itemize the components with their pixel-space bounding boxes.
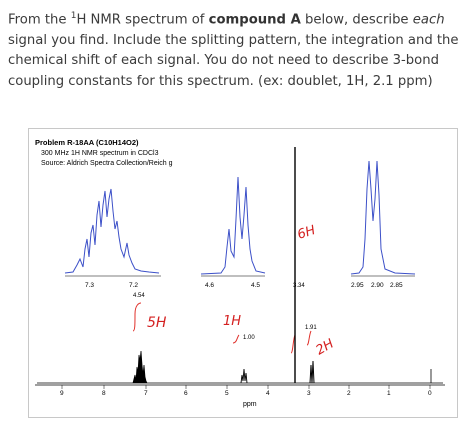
svg-text:1: 1 xyxy=(387,390,391,397)
svg-text:2.90: 2.90 xyxy=(371,282,384,289)
svg-text:3: 3 xyxy=(307,390,311,397)
nmr-spectrum-graphic: Problem R-18AA (C10H14O2) 300 MHz 1H NMR… xyxy=(35,138,445,408)
svg-text:4.5: 4.5 xyxy=(251,282,260,289)
inset-triplet: 2.95 2.90 2.85 xyxy=(350,160,416,289)
question-text: From the 1H NMR spectrum of compound A b… xyxy=(8,11,459,89)
inset-aromatic: 7.3 7.2 xyxy=(64,188,161,289)
nmr-figure: Problem R-18AA (C10H14O2) 300 MHz 1H NMR… xyxy=(28,128,458,418)
svg-text:7.2: 7.2 xyxy=(129,282,138,289)
svg-text:7: 7 xyxy=(144,390,148,397)
svg-text:7.3: 7.3 xyxy=(85,282,94,289)
handwritten-annotations: 5H 1H 6H 2H xyxy=(147,223,337,359)
svg-text:8: 8 xyxy=(102,390,106,397)
axis-label-ppm: ppm xyxy=(243,401,257,408)
figure-source: Source: Aldrich Spectra Collection/Reich… xyxy=(41,160,173,167)
integral-label: 4.54 xyxy=(133,293,145,299)
figure-title: Problem R-18AA (C10H14O2) xyxy=(35,138,139,147)
annotation-1h: 1H xyxy=(223,314,241,329)
svg-text:9: 9 xyxy=(60,390,64,397)
integral-label: 1.00 xyxy=(243,335,255,341)
svg-text:4.6: 4.6 xyxy=(205,282,214,289)
compound-name: compound A xyxy=(208,12,301,28)
svg-text:0: 0 xyxy=(428,390,432,397)
ppm-axis: 9 8 7 6 5 4 3 2 1 0 ppm xyxy=(35,384,445,408)
svg-text:2: 2 xyxy=(347,390,351,397)
annotation-6h: 6H xyxy=(296,223,318,243)
svg-text:5: 5 xyxy=(225,390,229,397)
svg-text:2.85: 2.85 xyxy=(390,282,403,289)
svg-text:6: 6 xyxy=(184,390,188,397)
svg-text:2.95: 2.95 xyxy=(351,282,364,289)
annotation-2h: 2H xyxy=(314,336,337,358)
figure-subtitle: 300 MHz 1H NMR spectrum in CDCl3 xyxy=(41,150,159,157)
main-spectrum xyxy=(37,147,443,384)
inset-marker-label: 3.34 xyxy=(293,283,305,289)
integral-label: 1.91 xyxy=(305,325,317,331)
svg-text:4: 4 xyxy=(266,390,270,397)
annotation-5h: 5H xyxy=(147,315,167,331)
inset-quartet: 4.6 4.5 xyxy=(200,176,266,289)
